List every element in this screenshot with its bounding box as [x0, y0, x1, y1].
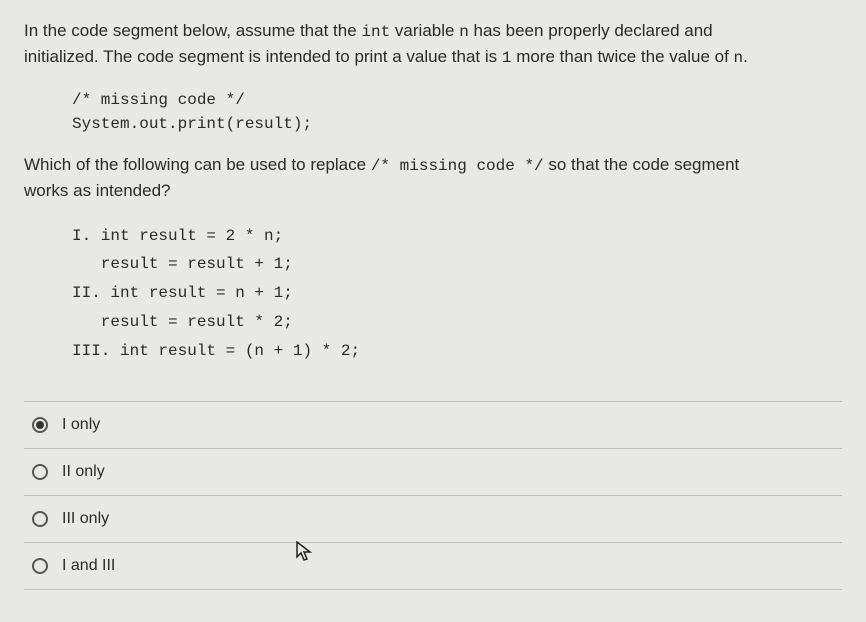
follow-code-missing: /* missing code */ [371, 157, 544, 175]
radio-c[interactable] [32, 511, 48, 527]
intro-code-n2: n [734, 49, 744, 67]
radio-b[interactable] [32, 464, 48, 480]
intro-text-6: . [743, 47, 748, 66]
intro-text-4: initialized. The code segment is intende… [24, 47, 502, 66]
intro-text-3: has been properly declared and [469, 21, 713, 40]
code-segment: /* missing code */ System.out.print(resu… [72, 88, 842, 136]
answer-choice-b[interactable]: II only [24, 449, 842, 496]
answer-choice-c[interactable]: III only [24, 496, 842, 543]
answer-choice-a[interactable]: I only [24, 402, 842, 449]
answer-label-b: II only [62, 463, 105, 481]
question-intro: In the code segment below, assume that t… [24, 18, 842, 70]
intro-text-1: In the code segment below, assume that t… [24, 21, 361, 40]
roman-numeral-options: I. int result = 2 * n; result = result +… [72, 222, 842, 366]
answer-choices: I only II only III only I and III [24, 401, 842, 590]
answer-choice-d[interactable]: I and III [24, 543, 842, 590]
radio-d[interactable] [32, 558, 48, 574]
intro-code-n: n [459, 23, 469, 41]
radio-a[interactable] [32, 417, 48, 433]
intro-text-5: more than twice the value of [511, 47, 733, 66]
follow-text-2: so that the code segment [544, 155, 740, 174]
follow-text-1: Which of the following can be used to re… [24, 155, 371, 174]
answer-label-c: III only [62, 510, 109, 528]
follow-text-3: works as intended? [24, 181, 170, 200]
intro-code-int: int [361, 23, 390, 41]
answer-label-d: I and III [62, 557, 115, 575]
intro-text-2: variable [390, 21, 459, 40]
question-followup: Which of the following can be used to re… [24, 152, 842, 204]
answer-label-a: I only [62, 416, 100, 434]
